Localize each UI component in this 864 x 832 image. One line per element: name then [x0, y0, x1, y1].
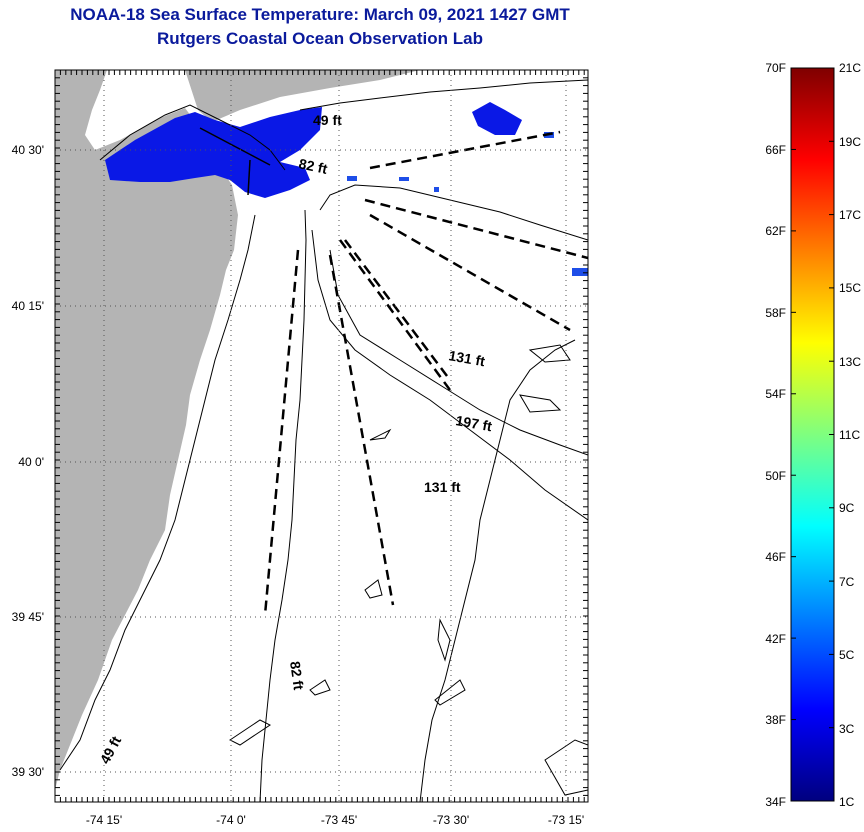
graticule — [55, 70, 588, 802]
lon-label: -74 15' — [86, 813, 122, 827]
colorbar-c-label: 1C — [839, 795, 855, 809]
lon-label: -73 15' — [548, 813, 584, 827]
colorbar-ticks — [791, 67, 834, 802]
lon-label: -73 45' — [321, 813, 357, 827]
depth-label: 82 ft — [287, 660, 307, 691]
colorbar-c-label: 11C — [839, 428, 860, 442]
lat-label: 39 45' — [12, 610, 44, 624]
cold-water-patch-east — [472, 102, 522, 135]
frame-ticks — [54, 69, 588, 802]
colorbar-scale — [790, 67, 835, 802]
shipping-lanes — [263, 130, 588, 616]
colorbar-f-label: 62F — [765, 224, 786, 238]
depth-label: 131 ft — [424, 479, 461, 495]
colorbar-c-label: 17C — [839, 208, 861, 222]
lat-label: 40 0' — [18, 455, 44, 469]
lat-label: 39 30' — [12, 765, 44, 779]
cold-water-pixel — [347, 176, 357, 181]
colorbar-c-label: 13C — [839, 355, 861, 369]
colorbar-c-label: 7C — [839, 575, 855, 589]
cold-water-pixel — [572, 268, 588, 276]
depth-label: 49 ft — [313, 112, 342, 128]
depth-label: 82 ft — [297, 155, 329, 177]
colorbar-c-label: 5C — [839, 648, 855, 662]
colorbar-c-label: 21C — [839, 61, 861, 75]
colorbar-f-label: 66F — [765, 143, 786, 157]
depth-contours — [59, 79, 588, 802]
lat-label: 40 30' — [12, 143, 44, 157]
colorbar-f-label: 46F — [765, 550, 786, 564]
cold-water-pixel — [399, 177, 409, 181]
colorbar-f-label: 70F — [765, 61, 786, 75]
colorbar-f-label: 34F — [765, 795, 786, 809]
map-title: NOAA-18 Sea Surface Temperature: March 0… — [70, 5, 570, 24]
lon-label: -74 0' — [216, 813, 246, 827]
depth-label: 131 ft — [447, 347, 486, 369]
colorbar-c-label: 19C — [839, 135, 861, 149]
colorbar-f-label: 58F — [765, 306, 786, 320]
lat-label: 40 15' — [12, 299, 44, 313]
land-long-island — [185, 70, 420, 122]
depth-label: 197 ft — [454, 412, 493, 434]
cold-water-pixel — [434, 187, 439, 192]
colorbar-f-label: 38F — [765, 713, 786, 727]
lon-label: -73 30' — [433, 813, 469, 827]
channel-line — [247, 159, 251, 196]
colorbar-f-label: 42F — [765, 632, 786, 646]
colorbar-f-label: 50F — [765, 469, 786, 483]
colorbar-f-label: 54F — [765, 387, 786, 401]
map-frame — [54, 69, 589, 803]
land-new-jersey — [55, 70, 238, 790]
map-subtitle: Rutgers Coastal Ocean Observation Lab — [157, 29, 483, 48]
channel-line — [199, 127, 271, 166]
colorbar-c-label: 3C — [839, 722, 855, 736]
cold-water-patch — [105, 107, 322, 198]
colorbar-c-label: 9C — [839, 501, 855, 515]
colorbar-c-label: 15C — [839, 281, 861, 295]
